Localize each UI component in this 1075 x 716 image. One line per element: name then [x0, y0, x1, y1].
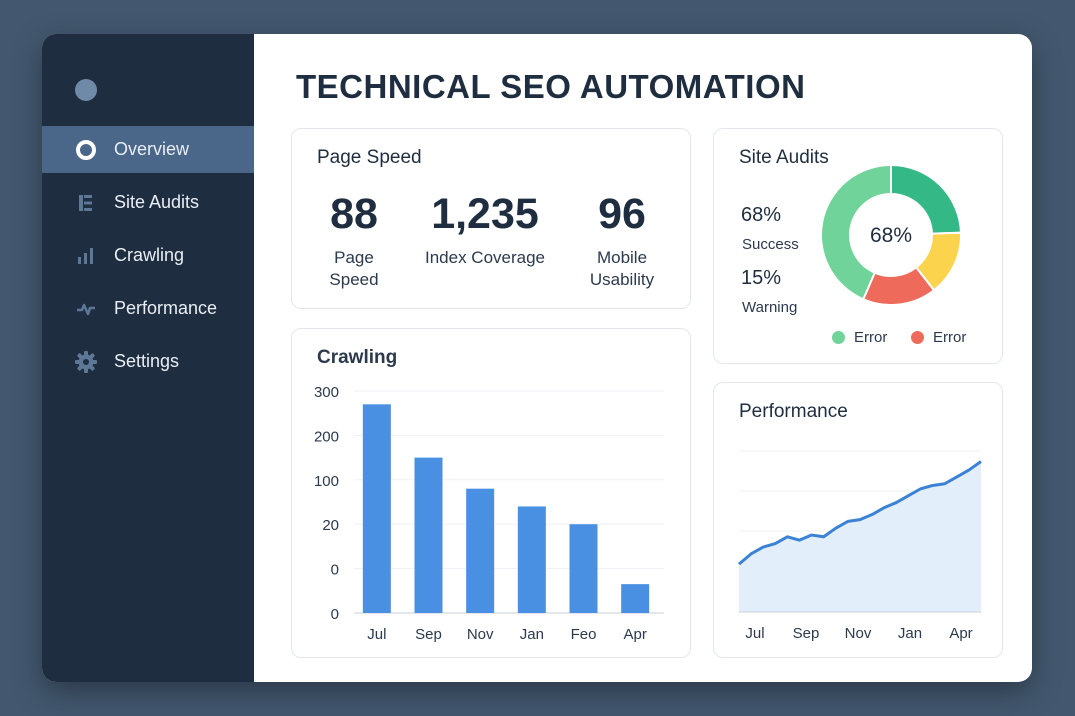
- x-tick-label: Sep: [793, 625, 820, 642]
- metric-label-line: Page: [334, 248, 374, 267]
- y-tick-label: 300: [314, 384, 339, 401]
- legend-item: Error: [832, 329, 887, 346]
- logo-icon: [75, 79, 97, 101]
- bar-chart-icon: [75, 245, 97, 267]
- x-tick-label: Jul: [367, 626, 386, 643]
- metric-mobile-usability: 96 Mobile Usability: [572, 189, 672, 291]
- warning-value: 15%: [741, 267, 782, 289]
- y-tick-label: 20: [322, 517, 339, 534]
- metric-label: Index Coverage: [410, 247, 560, 269]
- metric-index-coverage: 1,235 Index Coverage: [410, 189, 560, 269]
- legend-item: Error: [911, 329, 966, 346]
- success-label: Success: [742, 236, 799, 253]
- metric-label: Page Speed: [314, 247, 394, 291]
- crawling-card: Crawling 300 200 100 20 0 0 Jul Sep Nov Jan Feo Apr: [291, 328, 691, 658]
- main-content: TECHNICAL SEO AUTOMATION Page Speed 88 P…: [254, 34, 1032, 682]
- metric-value: 88: [330, 190, 378, 238]
- warning-label: Warning: [742, 299, 798, 316]
- legend-swatch: [832, 331, 845, 344]
- crawling-bar: [569, 524, 598, 613]
- page-speed-card: Page Speed 88 Page Speed 1,235 Index Cov…: [291, 128, 691, 309]
- crawling-bar: [414, 457, 443, 613]
- crawling-bar: [517, 506, 546, 613]
- performance-card: Performance Jul Sep Nov Jan Apr: [713, 382, 1003, 658]
- app-window: Overview Site Audits Crawling Performanc…: [42, 34, 1032, 682]
- metric-value: 96: [598, 190, 646, 238]
- donut-center-label: 68%: [870, 224, 912, 247]
- metric-label-line: Mobile: [596, 248, 648, 267]
- pulse-icon: [75, 298, 97, 320]
- x-tick-label: Feo: [571, 626, 597, 643]
- sidebar-item-label: Site Audits: [114, 192, 200, 212]
- y-tick-label: 100: [314, 473, 339, 490]
- sidebar-item-label: Crawling: [114, 245, 185, 265]
- metric-label-line: Usability: [589, 270, 655, 289]
- sidebar-nav: Overview Site Audits Crawling Performanc…: [42, 126, 254, 391]
- overview-ring-icon: [75, 139, 97, 161]
- sidebar-item-settings[interactable]: Settings: [42, 338, 254, 385]
- performance-area-chart: Jul Sep Nov Jan Apr: [738, 450, 982, 642]
- sidebar-item-site-audits[interactable]: Site Audits: [42, 179, 254, 226]
- legend-label: Error: [933, 329, 967, 346]
- site-audits-donut-chart: 68%: [820, 163, 962, 306]
- y-tick-label: 200: [314, 428, 339, 445]
- x-tick-label: Jan: [898, 625, 922, 642]
- crawling-bar: [362, 404, 391, 613]
- card-title: Page Speed: [317, 147, 422, 168]
- performance-series-line: [738, 460, 982, 566]
- sidebar-item-label: Overview: [114, 139, 190, 159]
- metric-page-speed: 88 Page Speed: [314, 189, 394, 291]
- metric-label: Mobile Usability: [572, 247, 672, 291]
- sidebar-item-performance[interactable]: Performance: [42, 285, 254, 332]
- legend-label: Error: [854, 329, 888, 346]
- site-audits-card: Site Audits 68% Success 15% Warning 68% …: [713, 128, 1003, 364]
- card-title: Crawling: [317, 347, 398, 368]
- sidebar-item-crawling[interactable]: Crawling: [42, 232, 254, 279]
- legend-swatch: [911, 331, 924, 344]
- success-slice: [820, 163, 892, 301]
- page-title: TECHNICAL SEO AUTOMATION: [296, 68, 806, 105]
- y-tick-label: 0: [331, 606, 339, 623]
- sidebar-item-label: Settings: [114, 351, 180, 371]
- success-value: 68%: [741, 204, 782, 226]
- crawling-bar: [466, 488, 495, 613]
- crawling-bar: [621, 584, 650, 613]
- sidebar-item-label: Performance: [114, 298, 218, 318]
- card-title: Site Audits: [739, 147, 829, 168]
- gear-icon: [75, 350, 97, 373]
- card-title: Performance: [739, 401, 848, 422]
- sidebar-item-overview[interactable]: Overview: [42, 126, 254, 173]
- metric-label-line: Index Coverage: [424, 248, 546, 267]
- performance-area-fill: [739, 461, 981, 612]
- x-tick-label: Apr: [623, 626, 646, 643]
- y-tick-label: 0: [331, 562, 339, 579]
- metric-value: 1,235: [431, 190, 539, 238]
- metric-label-line: Speed: [329, 270, 379, 289]
- sidebar: Overview Site Audits Crawling Performanc…: [42, 34, 254, 682]
- x-tick-label: Jan: [520, 626, 544, 643]
- x-tick-label: Sep: [415, 626, 442, 643]
- x-tick-label: Apr: [949, 625, 972, 642]
- list-icon: [75, 192, 97, 214]
- x-tick-label: Nov: [845, 625, 872, 642]
- x-tick-label: Jul: [745, 625, 764, 642]
- x-tick-label: Nov: [467, 626, 494, 643]
